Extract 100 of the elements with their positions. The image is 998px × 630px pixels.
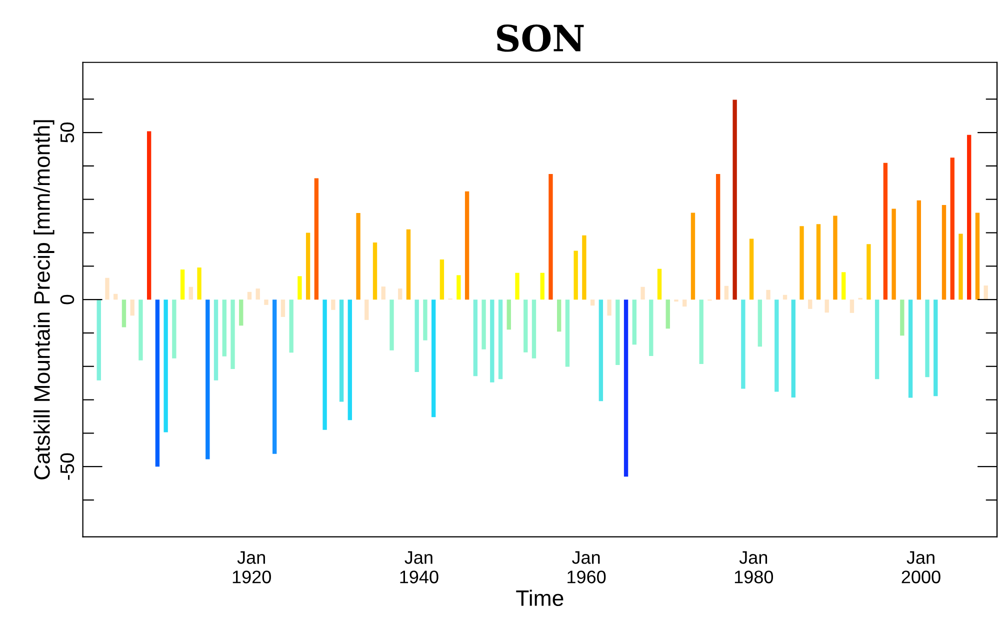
bar <box>414 300 419 372</box>
bar <box>699 300 704 364</box>
bar <box>164 300 168 432</box>
bar <box>348 300 352 420</box>
x-tick-label: Jan 1960 <box>568 551 606 584</box>
bar <box>96 300 101 380</box>
bar <box>690 212 696 300</box>
bar <box>214 300 218 380</box>
bar <box>950 158 954 300</box>
bar <box>582 235 586 300</box>
bar <box>824 300 829 313</box>
bar <box>114 294 118 300</box>
bar <box>565 300 570 367</box>
bar <box>206 300 210 460</box>
bar <box>130 300 134 316</box>
bar <box>934 300 938 396</box>
bar <box>741 300 746 389</box>
bar <box>866 244 871 300</box>
bar <box>306 232 310 300</box>
bar <box>724 286 729 300</box>
bar <box>532 300 536 358</box>
y-tick-label: 0 <box>60 294 74 304</box>
bar <box>390 300 394 350</box>
bar <box>632 300 636 345</box>
bar <box>498 300 503 380</box>
bar <box>548 174 553 300</box>
bar <box>222 300 226 356</box>
bar <box>138 300 143 360</box>
bar <box>381 286 386 300</box>
bar <box>490 300 494 382</box>
bar <box>833 216 838 300</box>
bar <box>967 134 972 300</box>
bar <box>900 300 904 336</box>
bar <box>942 205 946 300</box>
bar <box>515 272 520 300</box>
bar <box>925 300 930 378</box>
bar <box>800 226 804 300</box>
bar <box>289 300 294 353</box>
bar <box>758 300 762 347</box>
bar <box>916 200 921 300</box>
bar <box>280 300 286 317</box>
x-axis-title: Time <box>516 590 564 606</box>
bar <box>372 242 378 300</box>
bar <box>607 300 612 316</box>
bar <box>180 270 185 300</box>
bar <box>230 300 235 370</box>
bar <box>431 300 436 418</box>
bar <box>816 224 821 300</box>
bar <box>574 250 578 300</box>
bar <box>682 300 687 307</box>
x-tick-label: Jan 1980 <box>734 551 774 584</box>
bar <box>975 212 980 300</box>
x-tick-label: Jan 2000 <box>902 551 940 584</box>
bar <box>749 238 754 300</box>
bar <box>883 162 888 300</box>
bar <box>850 300 854 313</box>
bar <box>649 300 654 356</box>
bar <box>473 300 478 376</box>
bar <box>247 292 252 300</box>
chart-title: SON <box>497 24 584 52</box>
bar <box>356 213 360 300</box>
bar <box>524 300 528 352</box>
bar <box>984 286 988 300</box>
bar <box>256 288 260 300</box>
bar <box>314 178 319 300</box>
bar <box>364 300 369 320</box>
bar <box>774 300 779 392</box>
y-axis-title: Catskill Mountain Precip [mm/month] <box>34 120 54 480</box>
bar <box>331 300 336 310</box>
bar <box>264 300 268 305</box>
bar <box>782 294 788 300</box>
bar <box>406 229 411 300</box>
bar <box>339 300 344 402</box>
bar <box>272 300 277 454</box>
bar <box>322 300 327 430</box>
bar <box>791 300 796 398</box>
bar <box>590 300 595 306</box>
bar <box>766 290 770 300</box>
x-tick-label: Jan 1940 <box>400 551 438 584</box>
bar <box>423 300 428 340</box>
bar <box>640 286 645 300</box>
bar <box>874 300 880 380</box>
bar <box>716 174 720 300</box>
bar <box>188 286 194 300</box>
bar <box>464 191 470 300</box>
y-tick-label: -50 <box>60 453 74 480</box>
y-tick-label: 50 <box>60 122 74 143</box>
bar <box>624 300 628 477</box>
bar <box>506 300 511 330</box>
bar <box>440 259 444 300</box>
bar <box>598 300 604 402</box>
bar <box>616 300 620 366</box>
bar <box>197 267 202 300</box>
bar <box>155 300 160 467</box>
bar <box>842 272 846 300</box>
x-tick-label: Jan 1920 <box>232 551 271 584</box>
bar <box>172 300 176 358</box>
bar <box>482 300 486 350</box>
bar <box>105 278 110 300</box>
bar <box>398 288 402 300</box>
